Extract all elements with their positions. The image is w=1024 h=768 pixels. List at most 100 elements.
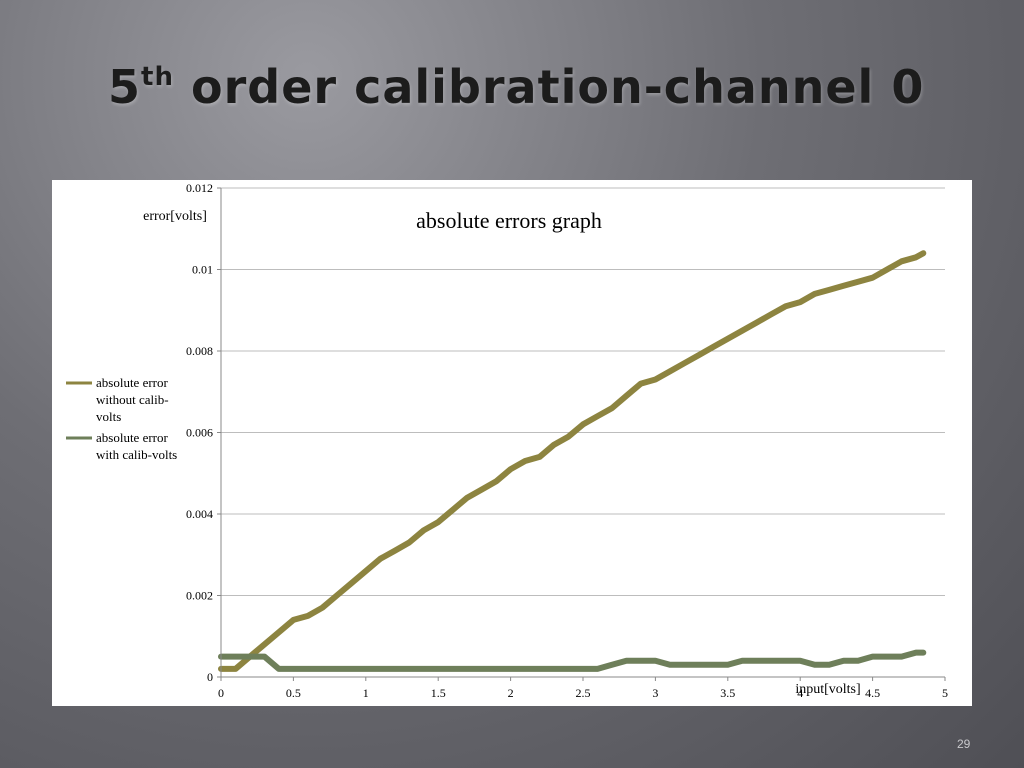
data-point: [276, 666, 282, 672]
legend-label: absolute error with calib-volts: [96, 430, 177, 462]
chart-svg: 0 0.002 0.004 0.006 0.008 0.01 0.012 0 0.5 1 1.5 2 2…: [66, 181, 948, 700]
series-line-with-calib: [218, 649, 927, 672]
data-point: [609, 662, 615, 668]
data-point: [319, 605, 325, 611]
data-point: [392, 548, 398, 554]
slide-title-text: order calibration-channel 0: [173, 60, 925, 114]
data-point: [797, 299, 803, 305]
data-point: [522, 666, 528, 672]
data-point: [508, 466, 514, 472]
y-axis-label: error[volts]: [143, 209, 207, 224]
data-point: [537, 666, 543, 672]
x-tick-label: 2: [508, 686, 514, 700]
data-point: [406, 540, 412, 545]
y-tick-label: 0.004: [186, 507, 213, 521]
data-point: [580, 666, 586, 672]
data-point: [334, 593, 340, 598]
data-point: [841, 658, 847, 664]
data-point: [768, 658, 774, 664]
data-point: [377, 556, 383, 562]
data-point: [841, 283, 847, 289]
data-point: [768, 311, 774, 317]
data-point: [710, 344, 716, 350]
data-point: [725, 336, 731, 342]
data-point: [450, 507, 456, 513]
data-point: [566, 434, 571, 440]
chart-axes: 0 0.002 0.004 0.006 0.008 0.01 0.012 0 0.5 1 1.5 2 2…: [186, 181, 948, 700]
slide-title: 5th order calibration-channel 0: [108, 60, 924, 114]
data-point: [609, 405, 615, 411]
data-point: [783, 303, 789, 309]
data-point: [638, 381, 644, 387]
data-point: [392, 666, 398, 672]
data-point: [551, 442, 557, 448]
x-tick-label: 1: [363, 686, 369, 700]
slide-title-superscript: th: [141, 62, 174, 92]
data-point: [899, 654, 905, 660]
data-point: [855, 279, 861, 285]
data-point: [406, 666, 412, 672]
x-tick-label: 5: [942, 686, 948, 700]
data-point: [920, 250, 926, 256]
data-point: [710, 662, 716, 668]
x-tick-label: 4: [797, 686, 803, 700]
data-point: [305, 613, 311, 619]
data-point: [319, 666, 325, 672]
data-point: [826, 662, 832, 668]
data-point: [276, 629, 282, 635]
chart-series-group: [218, 250, 927, 672]
data-point: [464, 666, 470, 672]
data-point: [652, 377, 658, 382]
data-point: [797, 658, 803, 664]
data-point: [739, 658, 745, 664]
data-point: [233, 654, 238, 660]
data-point: [812, 662, 818, 668]
data-point: [754, 658, 760, 664]
chart-title: absolute errors graph: [416, 208, 602, 233]
data-point: [652, 658, 658, 664]
data-point: [739, 328, 745, 334]
data-point: [595, 413, 600, 419]
data-point: [508, 666, 514, 672]
y-tick-label: 0.006: [186, 426, 213, 440]
data-point: [493, 478, 499, 484]
x-tick-label: 4.5: [865, 686, 880, 700]
data-point: [725, 662, 731, 668]
data-point: [870, 654, 876, 660]
data-point: [522, 458, 528, 464]
data-point: [363, 568, 369, 574]
data-point: [913, 650, 919, 656]
data-point: [899, 258, 905, 264]
data-point: [450, 666, 456, 672]
x-tick-label: 3: [652, 686, 658, 700]
y-tick-label: 0.01: [192, 263, 213, 277]
data-point: [233, 666, 238, 672]
data-point: [681, 662, 687, 668]
data-point: [479, 666, 485, 672]
data-point: [479, 487, 485, 493]
data-point: [537, 454, 543, 460]
x-tick-label: 2.5: [576, 686, 591, 700]
data-point: [435, 666, 441, 672]
data-point: [595, 666, 600, 672]
data-point: [826, 287, 832, 293]
y-tick-label: 0.002: [186, 589, 213, 603]
data-point: [783, 658, 789, 664]
data-point: [920, 650, 926, 656]
legend-label: absolute error without calib-volts: [96, 375, 169, 424]
data-point: [334, 666, 340, 672]
data-point: [681, 360, 687, 366]
data-point: [580, 421, 586, 427]
data-point: [348, 666, 354, 672]
data-point: [884, 267, 890, 272]
data-point: [638, 658, 644, 664]
data-point: [363, 666, 369, 672]
slide-title-number: 5: [108, 60, 142, 114]
slide-number: 29: [957, 737, 971, 751]
data-point: [261, 654, 267, 660]
x-tick-label: 3.5: [720, 686, 735, 700]
data-point: [870, 275, 876, 281]
data-point: [377, 666, 383, 672]
data-point: [855, 658, 861, 664]
data-point: [623, 393, 629, 399]
